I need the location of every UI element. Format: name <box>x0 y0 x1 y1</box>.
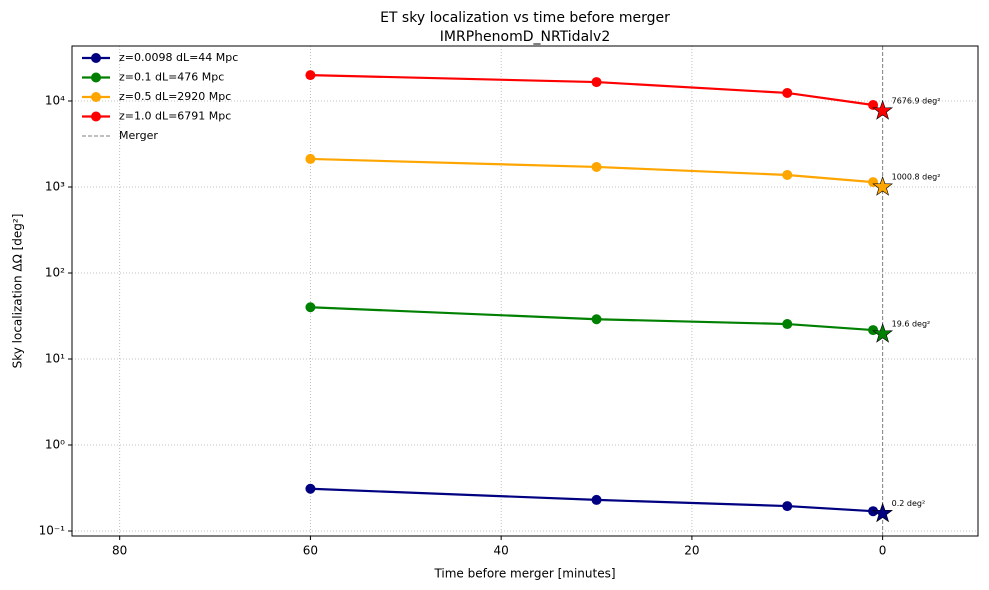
final-star <box>872 99 894 120</box>
legend-label: z=1.0 dL=6791 Mpc <box>119 110 231 123</box>
data-point <box>782 319 793 330</box>
data-point <box>305 70 316 81</box>
y-tick-label: 10⁻¹ <box>39 524 66 538</box>
series-line <box>310 74 874 107</box>
x-tick-label: 80 <box>112 544 127 558</box>
data-point <box>305 483 316 494</box>
data-point <box>591 314 602 325</box>
legend-marker <box>91 72 101 83</box>
chart-subtitle: IMRPhenomD_NRTidalv2 <box>440 29 610 45</box>
series-line <box>310 157 874 184</box>
data-point <box>591 77 602 88</box>
chart-title: ET sky localization vs time before merge… <box>380 10 670 26</box>
x-axis-label: Time before merger [minutes] <box>433 567 615 581</box>
legend-label: z=0.0098 dL=44 Mpc <box>119 51 238 64</box>
legend-label: Merger <box>119 129 158 142</box>
value-label: 7676.9 deg² <box>892 96 941 105</box>
x-tick-label: 20 <box>684 544 699 558</box>
value-label: 0.2 deg² <box>892 499 926 508</box>
y-tick-label: 10³ <box>45 180 65 194</box>
data-point <box>591 494 602 505</box>
value-label: 19.6 deg² <box>892 319 931 328</box>
value-label: 1000.8 deg² <box>892 172 941 181</box>
data-point <box>591 161 602 172</box>
legend-marker <box>91 111 101 122</box>
data-point <box>305 153 316 164</box>
data-point <box>782 87 793 98</box>
x-tick-label: 60 <box>303 544 318 558</box>
y-tick-label: 10⁰ <box>45 438 65 452</box>
data-point <box>782 169 793 180</box>
y-axis-label: Sky localization ΔΩ [deg²] <box>11 214 25 369</box>
series-line <box>310 306 874 332</box>
data-point <box>868 506 879 517</box>
y-tick-label: 10⁴ <box>45 93 65 107</box>
final-star <box>872 502 894 523</box>
y-tick-label: 10² <box>45 266 65 280</box>
legend-label: z=0.5 dL=2920 Mpc <box>119 90 231 103</box>
data-point <box>782 501 793 512</box>
plot-frame <box>71 45 979 537</box>
final-star <box>872 176 894 196</box>
x-tick-label: 40 <box>494 544 509 558</box>
x-tick-label: 0 <box>879 544 887 558</box>
legend-marker <box>91 92 101 102</box>
legend-marker <box>91 53 101 63</box>
y-tick-label: 10¹ <box>45 352 65 366</box>
final-star <box>872 322 894 343</box>
series-line <box>310 487 874 513</box>
legend-label: z=0.1 dL=476 Mpc <box>119 71 224 84</box>
data-point <box>305 302 316 313</box>
